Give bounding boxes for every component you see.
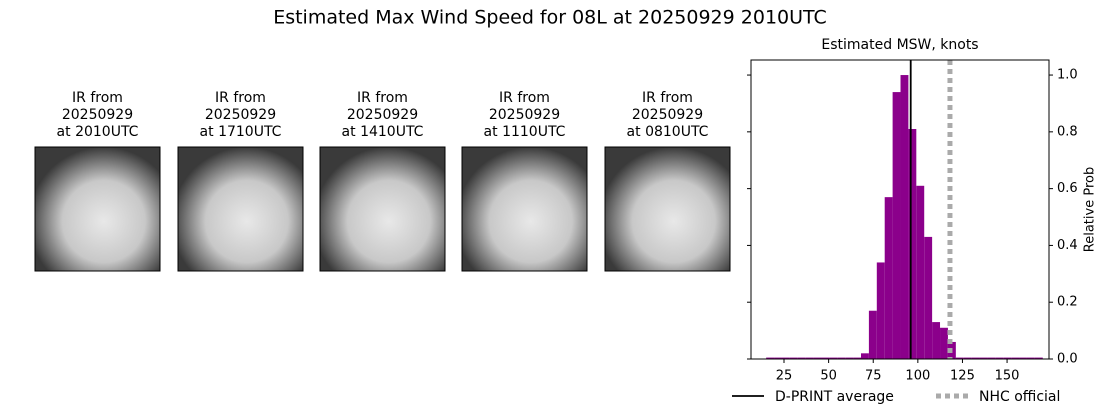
x-tick-label: 100 [905, 369, 930, 384]
y-tick-label: 0.8 [1057, 124, 1078, 139]
panel-label: IR from [642, 90, 693, 106]
bar [916, 185, 925, 359]
panel-label: at 1110UTC [484, 124, 566, 140]
page-title: Estimated Max Wind Speed for 08L at 2025… [273, 7, 827, 29]
y-tick-label: 0.2 [1057, 295, 1078, 310]
panel-label: IR from [215, 90, 266, 106]
bar [774, 357, 782, 359]
bar [789, 357, 798, 359]
bar [853, 357, 861, 359]
bar [971, 357, 980, 359]
bar [1019, 357, 1027, 359]
bar [932, 322, 941, 359]
bar [987, 357, 996, 359]
legend-label: D-PRINT average [775, 389, 894, 405]
bar [876, 262, 885, 359]
bar [924, 236, 933, 359]
bar [940, 327, 948, 359]
x-tick-label: 75 [865, 369, 882, 384]
bar [908, 129, 917, 359]
bar [860, 353, 869, 359]
panel-label: 20250929 [62, 107, 133, 123]
ir-image [177, 146, 304, 272]
bar [884, 197, 893, 359]
bar [829, 357, 838, 359]
y-axis-label: Relative Prob [1083, 167, 1098, 252]
ir-image [34, 146, 161, 272]
bar [1011, 357, 1020, 359]
bar [955, 357, 964, 359]
panel-label: IR from [499, 90, 550, 106]
plot-frame [750, 59, 1050, 360]
bar [797, 357, 806, 359]
bar [805, 357, 814, 359]
ir-image [604, 146, 731, 272]
bar [821, 357, 830, 359]
bar [892, 92, 901, 359]
ir-image [319, 146, 446, 272]
chart-title: Estimated MSW, knots [821, 37, 978, 53]
bar [1026, 357, 1035, 359]
bar [1034, 357, 1043, 359]
bar [900, 75, 909, 360]
panel-label: 20250929 [489, 107, 560, 123]
x-tick-label: 50 [820, 369, 837, 384]
bar [845, 357, 854, 359]
bar [837, 357, 846, 359]
panel-label: 20250929 [632, 107, 703, 123]
panel-label: IR from [72, 90, 123, 106]
bar [813, 357, 822, 359]
y-tick-label: 0.6 [1057, 181, 1078, 196]
panel-label: IR from [357, 90, 408, 106]
ir-image [461, 146, 588, 272]
panel-label: at 1710UTC [200, 124, 282, 140]
bar [995, 357, 1004, 359]
bar [868, 310, 877, 359]
x-tick-label: 125 [950, 369, 975, 384]
bar [963, 357, 972, 359]
panel-label: 20250929 [347, 107, 418, 123]
y-tick-label: 0.4 [1057, 238, 1078, 253]
bar [781, 357, 790, 359]
bar [766, 357, 775, 359]
x-tick-label: 150 [995, 369, 1020, 384]
y-tick-label: 0.0 [1057, 352, 1078, 367]
panel-label: at 2010UTC [57, 124, 139, 140]
legend-label: NHC official [979, 389, 1060, 405]
bar [979, 357, 988, 359]
bar [1003, 357, 1012, 359]
panel-label: at 1410UTC [342, 124, 424, 140]
panel-label: at 0810UTC [627, 124, 709, 140]
y-tick-label: 1.0 [1057, 68, 1078, 83]
x-tick-label: 25 [776, 369, 793, 384]
panel-label: 20250929 [205, 107, 276, 123]
